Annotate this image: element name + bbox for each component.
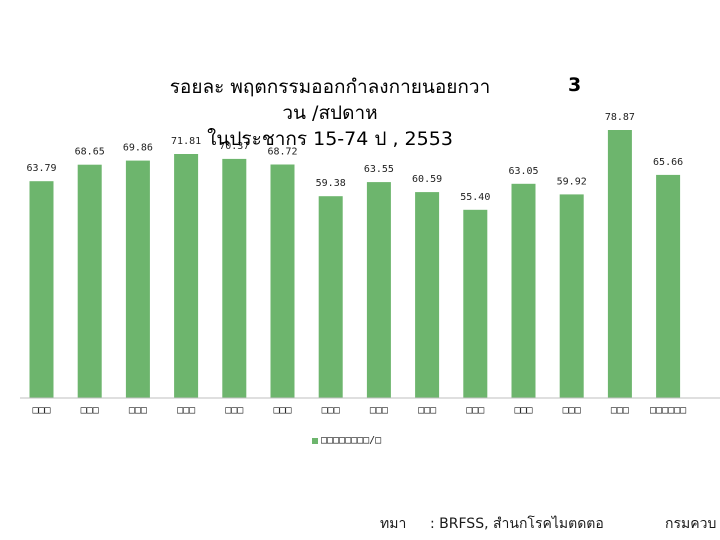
x-tick-label-4: □□□ xyxy=(225,405,243,416)
bars-group xyxy=(29,130,681,398)
value-label-10: 63.05 xyxy=(508,166,538,177)
x-tick-label-8: □□□ xyxy=(418,405,436,416)
value-label-8: 60.59 xyxy=(412,174,442,185)
x-tick-label-13: □□□□□□ xyxy=(650,405,686,416)
chart-title-number: 3 xyxy=(568,74,582,96)
value-label-0: 63.79 xyxy=(26,163,56,174)
bar-8 xyxy=(415,192,440,398)
x-tick-label-11: □□□ xyxy=(563,405,581,416)
bar-5 xyxy=(270,164,295,398)
value-label-6: 59.38 xyxy=(316,178,346,189)
bar-4 xyxy=(222,158,247,398)
value-label-9: 55.40 xyxy=(460,192,490,203)
value-label-4: 70.37 xyxy=(219,141,249,152)
value-label-7: 63.55 xyxy=(364,164,394,175)
value-label-12: 78.87 xyxy=(605,112,635,123)
x-tick-label-6: □□□ xyxy=(322,405,340,416)
x-tick-label-7: □□□ xyxy=(370,405,388,416)
bar-6 xyxy=(318,196,343,398)
legend-swatch xyxy=(312,437,318,444)
bar-0 xyxy=(29,181,54,398)
x-tick-label-2: □□□ xyxy=(129,405,147,416)
value-labels-group: 63.79 68.65 69.86 71.81 70.37 68.72 59.38 63.55… xyxy=(26,112,683,203)
chart-title: รอยละ พฤตกรรมออกกำลงกายนอยกวา วน /สปดาห … xyxy=(130,74,530,152)
x-tick-label-10: □□□ xyxy=(514,405,532,416)
bar-3 xyxy=(174,154,199,398)
bar-1 xyxy=(77,164,102,398)
bar-2 xyxy=(125,160,150,398)
value-label-1: 68.65 xyxy=(75,147,105,158)
bar-12 xyxy=(607,130,632,398)
bar-10 xyxy=(511,183,536,398)
chart-title-line-2: วน /สปดาห xyxy=(282,102,378,124)
bar-11 xyxy=(559,194,584,398)
value-label-13: 65.66 xyxy=(653,157,683,168)
x-tick-label-1: □□□ xyxy=(81,405,99,416)
legend-label: □□□□□□□□/□ xyxy=(321,435,382,446)
x-tick-label-12: □□□ xyxy=(611,405,629,416)
value-label-3: 71.81 xyxy=(171,136,201,147)
chart-title-line-1: รอยละ พฤตกรรมออกกำลงกายนอยกวา xyxy=(169,76,491,98)
bar-13 xyxy=(656,174,681,398)
x-tick-labels-group: □□□ □□□ □□□ □□□ □□□ □□□ □□□ □□□ □□□ □□□ □□□ □□□ □□□ □… xyxy=(32,405,686,416)
x-tick-label-9: □□□ xyxy=(466,405,484,416)
bar-9 xyxy=(463,209,488,398)
value-label-5: 68.72 xyxy=(267,147,297,158)
x-tick-label-0: □□□ xyxy=(32,405,50,416)
x-tick-label-3: □□□ xyxy=(177,405,195,416)
chart-title-line-3: ในประชากร 15-74 ป , 2553 xyxy=(207,128,453,150)
bar-7 xyxy=(366,182,391,398)
department-label: กรมควบ xyxy=(665,516,717,532)
value-label-2: 69.86 xyxy=(123,143,153,154)
legend: □□□□□□□□/□ xyxy=(312,435,381,446)
source-label: ทมา xyxy=(380,516,407,532)
x-tick-label-5: □□□ xyxy=(273,405,291,416)
value-label-11: 59.92 xyxy=(557,176,587,187)
source-text: : BRFSS, สำนกโรคไมตดตอ xyxy=(430,516,604,532)
